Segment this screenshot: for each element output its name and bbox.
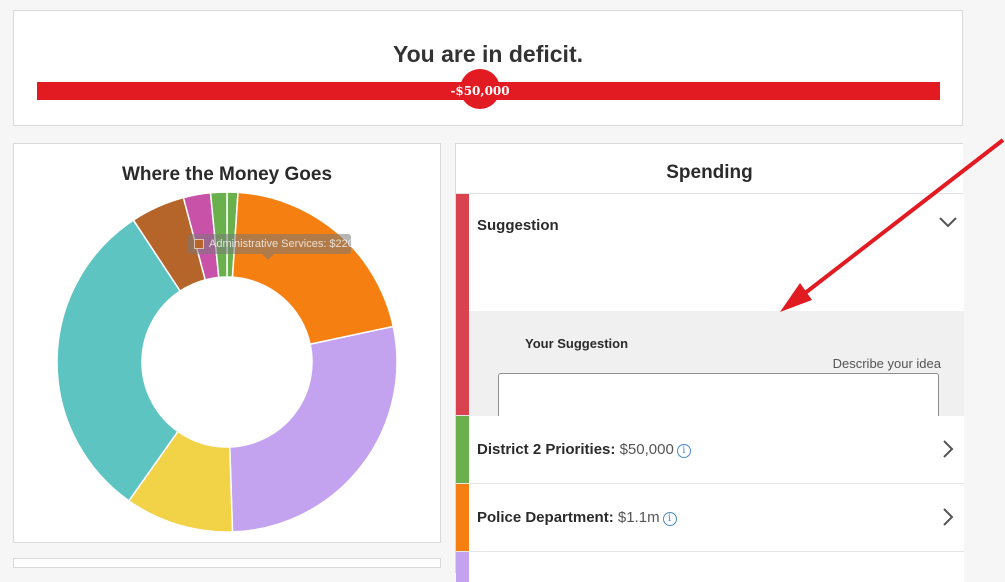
donut-slice[interactable] bbox=[231, 191, 395, 346]
accordion-header: District 2 Priorities: $50,000 i bbox=[477, 441, 691, 458]
accordion-item-police[interactable]: Police Department: $1.1m i bbox=[456, 484, 964, 552]
accordion-item-next[interactable] bbox=[456, 552, 964, 582]
balance-value: -$50,000 bbox=[450, 84, 510, 98]
spending-title: Spending bbox=[666, 162, 753, 183]
category-color-bar bbox=[456, 484, 469, 551]
accordion-header: Police Department: $1.1m i bbox=[477, 509, 677, 526]
budget-status-card: You are in deficit. -$50,000 bbox=[13, 10, 963, 126]
category-amount: $50,000 bbox=[619, 441, 674, 458]
chevron-down-icon[interactable] bbox=[938, 212, 958, 232]
spending-panel: Spending Suggestion Your Suggestion Desc… bbox=[455, 143, 964, 582]
accordion-item-suggestion: Suggestion Your Suggestion Describe your… bbox=[456, 194, 964, 465]
category-name: Police Department: bbox=[477, 509, 614, 526]
category-color-bar bbox=[456, 194, 469, 415]
chart-title: Where the Money Goes bbox=[121, 164, 333, 185]
divider bbox=[456, 193, 963, 194]
chart-tooltip: Administrative Services: $220,0 bbox=[188, 234, 351, 254]
chevron-right-icon[interactable] bbox=[938, 439, 958, 459]
tooltip-caret bbox=[262, 254, 274, 260]
next-card bbox=[13, 558, 441, 568]
suggestion-field-hint: Describe your idea bbox=[832, 356, 941, 371]
chevron-right-icon[interactable] bbox=[938, 507, 958, 527]
balance-indicator bbox=[460, 69, 500, 109]
donut-chart[interactable] bbox=[14, 144, 442, 544]
category-name: District 2 Priorities: bbox=[477, 441, 616, 458]
accordion-header-suggestion[interactable]: Suggestion bbox=[477, 217, 559, 234]
deficit-heading: You are in deficit. bbox=[393, 41, 583, 67]
info-icon[interactable]: i bbox=[662, 512, 677, 526]
donut-slice[interactable] bbox=[228, 325, 398, 533]
info-icon[interactable]: i bbox=[676, 444, 691, 458]
accordion-item-district-2[interactable]: District 2 Priorities: $50,000 i bbox=[456, 416, 964, 484]
tooltip-text: Administrative Services: $220,0 bbox=[209, 238, 351, 250]
category-color-bar bbox=[456, 416, 469, 483]
category-color-bar bbox=[456, 552, 469, 582]
accordion-label: Suggestion bbox=[477, 217, 559, 234]
tooltip-swatch bbox=[194, 239, 204, 249]
donut-slice[interactable] bbox=[56, 219, 182, 502]
category-amount: $1.1m bbox=[617, 509, 660, 526]
suggestion-field-label: Your Suggestion bbox=[525, 336, 629, 351]
money-chart-card: Where the Money Goes Administrative Serv… bbox=[13, 143, 441, 543]
